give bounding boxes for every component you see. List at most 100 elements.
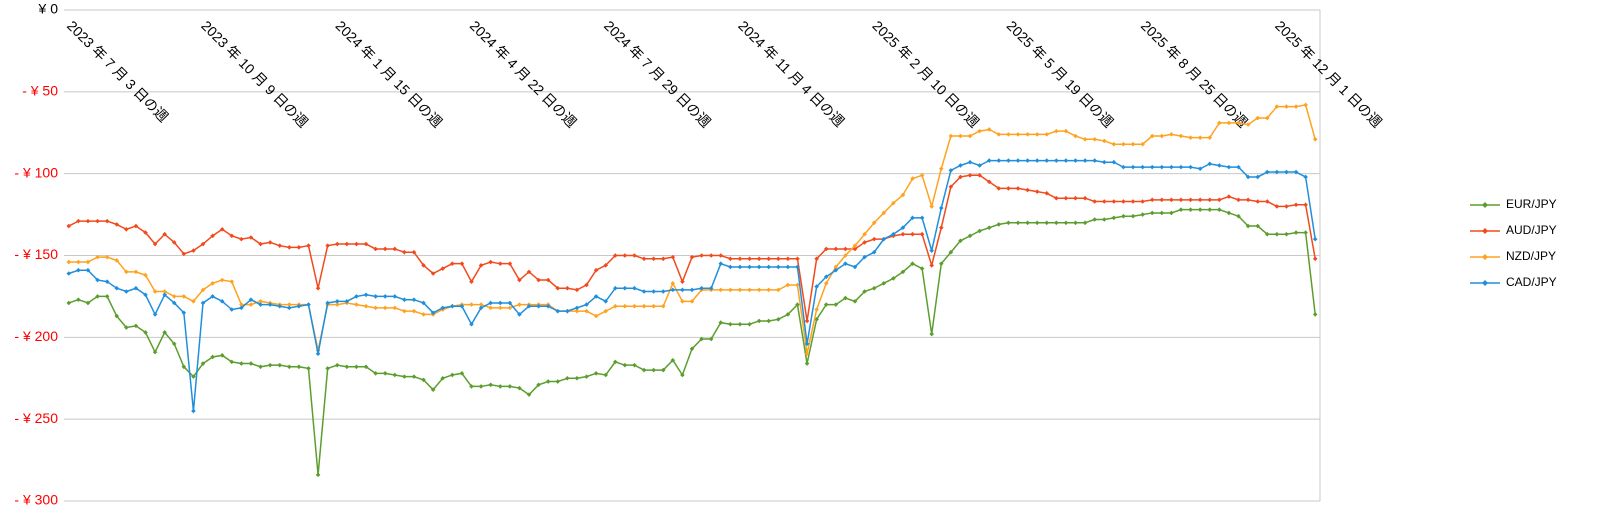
point-marker bbox=[699, 253, 704, 258]
point-marker bbox=[929, 204, 934, 209]
point-marker bbox=[958, 174, 963, 180]
point-marker bbox=[114, 285, 120, 291]
point-marker bbox=[843, 261, 848, 266]
point-marker bbox=[171, 294, 177, 299]
point-marker bbox=[334, 302, 340, 307]
point-marker bbox=[287, 305, 292, 311]
point-marker bbox=[728, 264, 733, 270]
point-marker bbox=[133, 285, 139, 291]
point-marker bbox=[871, 285, 877, 291]
point-marker bbox=[210, 354, 215, 360]
point-marker bbox=[219, 227, 225, 232]
point-marker bbox=[1293, 169, 1299, 175]
y-tick-label: - ¥ 100 bbox=[14, 164, 58, 180]
point-marker bbox=[536, 277, 541, 283]
point-marker bbox=[1111, 159, 1117, 165]
point-marker bbox=[526, 269, 532, 275]
y-tick-label: - ¥ 200 bbox=[14, 328, 58, 344]
point-marker bbox=[440, 266, 446, 271]
point-marker bbox=[919, 173, 925, 178]
point-marker bbox=[1015, 220, 1021, 226]
point-marker bbox=[306, 366, 311, 371]
point-marker bbox=[977, 173, 982, 178]
point-marker bbox=[785, 264, 791, 270]
point-marker bbox=[402, 249, 407, 255]
point-marker bbox=[517, 277, 522, 283]
point-marker bbox=[152, 289, 158, 294]
point-marker bbox=[1264, 115, 1270, 121]
point-marker bbox=[900, 269, 906, 275]
point-marker bbox=[287, 364, 292, 370]
point-marker bbox=[958, 163, 963, 168]
point-marker bbox=[1274, 104, 1280, 109]
point-marker bbox=[910, 261, 915, 266]
point-marker bbox=[977, 163, 982, 168]
point-marker bbox=[382, 305, 388, 311]
point-marker bbox=[1264, 231, 1270, 237]
point-marker bbox=[1207, 161, 1213, 167]
point-marker bbox=[536, 303, 541, 309]
point-marker bbox=[1217, 120, 1222, 126]
point-marker bbox=[670, 254, 676, 260]
point-marker bbox=[95, 294, 100, 299]
point-marker bbox=[334, 299, 340, 304]
point-marker bbox=[267, 302, 273, 307]
point-marker bbox=[200, 241, 206, 247]
point-marker bbox=[497, 261, 503, 266]
point-marker bbox=[306, 302, 311, 307]
point-marker bbox=[689, 254, 695, 260]
point-marker bbox=[1245, 122, 1251, 127]
point-marker bbox=[143, 272, 148, 278]
point-marker bbox=[804, 318, 810, 324]
point-marker bbox=[881, 210, 887, 216]
point-marker bbox=[200, 300, 206, 306]
point-marker bbox=[728, 287, 733, 293]
point-marker bbox=[1274, 169, 1280, 175]
point-marker bbox=[1101, 138, 1107, 144]
point-marker bbox=[689, 346, 695, 352]
point-marker bbox=[1312, 136, 1318, 142]
point-marker bbox=[507, 261, 513, 266]
point-marker bbox=[785, 282, 791, 288]
point-marker bbox=[229, 279, 235, 284]
point-marker bbox=[612, 359, 618, 365]
point-marker bbox=[584, 374, 589, 379]
point-marker bbox=[1236, 213, 1241, 219]
point-marker bbox=[852, 299, 858, 304]
point-marker bbox=[76, 259, 81, 265]
point-marker bbox=[1149, 133, 1155, 139]
point-marker bbox=[1284, 104, 1289, 109]
point-marker bbox=[967, 233, 973, 239]
point-marker bbox=[737, 321, 743, 327]
point-marker bbox=[756, 256, 762, 262]
point-marker bbox=[315, 285, 321, 291]
point-marker bbox=[718, 287, 724, 293]
point-marker bbox=[1140, 199, 1145, 204]
point-marker bbox=[1073, 133, 1078, 139]
legend-marker bbox=[1482, 202, 1488, 208]
point-marker bbox=[354, 302, 359, 307]
point-marker bbox=[85, 300, 91, 306]
point-marker bbox=[929, 263, 934, 268]
point-marker bbox=[766, 318, 772, 324]
point-marker bbox=[421, 312, 426, 317]
point-marker bbox=[1073, 220, 1078, 226]
point-marker bbox=[900, 192, 906, 198]
point-marker bbox=[219, 353, 225, 358]
point-marker bbox=[1082, 136, 1088, 142]
point-marker bbox=[363, 303, 369, 309]
point-marker bbox=[775, 317, 781, 322]
point-marker bbox=[411, 374, 417, 379]
point-marker bbox=[478, 305, 484, 311]
point-marker bbox=[766, 256, 772, 262]
point-marker bbox=[1312, 236, 1318, 242]
point-marker bbox=[1293, 230, 1299, 235]
point-marker bbox=[584, 308, 589, 314]
point-marker bbox=[76, 267, 81, 273]
point-marker bbox=[382, 246, 388, 252]
point-marker bbox=[1034, 189, 1040, 194]
point-marker bbox=[1255, 223, 1260, 229]
point-marker bbox=[95, 254, 100, 260]
point-marker bbox=[1121, 164, 1126, 170]
point-marker bbox=[919, 266, 925, 271]
